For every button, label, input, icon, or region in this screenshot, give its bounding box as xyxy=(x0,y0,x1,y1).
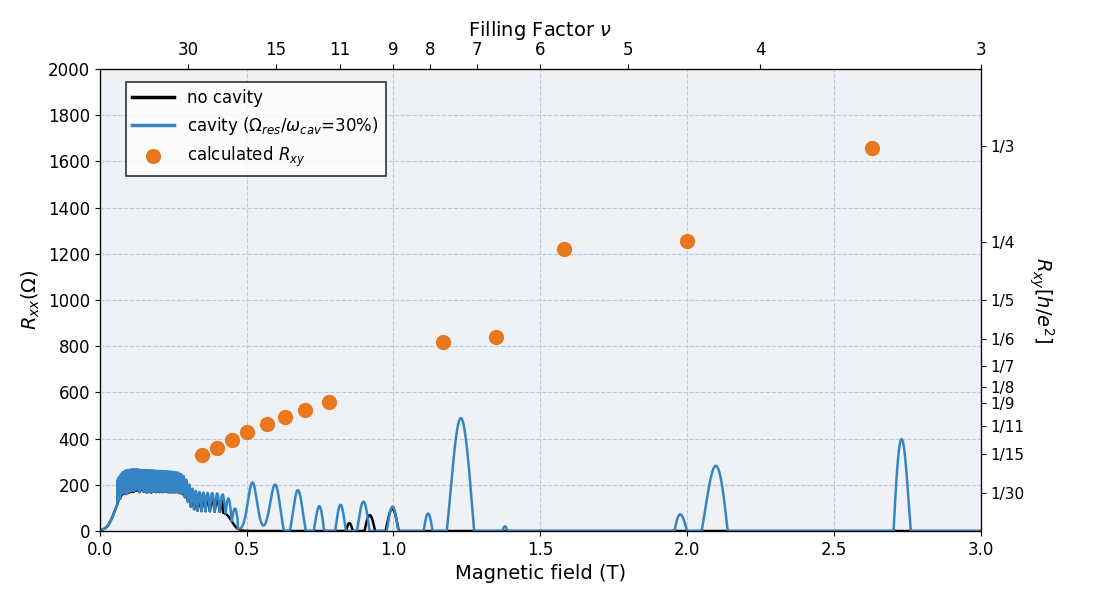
Legend: no cavity, cavity ($\Omega_{res}/\omega_{cav}$=30%), calculated $R_{xy}$: no cavity, cavity ($\Omega_{res}/\omega_… xyxy=(125,82,386,176)
X-axis label: Magnetic field (T): Magnetic field (T) xyxy=(454,564,626,583)
Y-axis label: $R_{xx}(\Omega)$: $R_{xx}(\Omega)$ xyxy=(20,269,42,331)
Y-axis label: $R_{xy}[h/e^2]$: $R_{xy}[h/e^2]$ xyxy=(1027,257,1055,343)
X-axis label: Filling Factor $\nu$: Filling Factor $\nu$ xyxy=(469,19,612,42)
